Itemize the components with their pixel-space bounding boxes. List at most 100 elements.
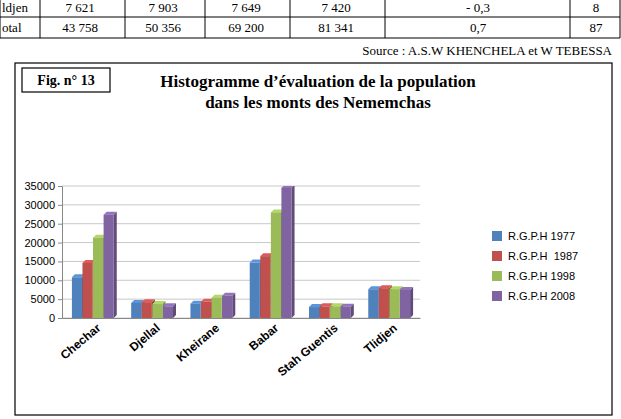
bar-group — [163, 303, 176, 318]
table-cell: otal — [2, 20, 22, 35]
y-tick-label: 15000 — [24, 255, 55, 267]
table-cell: 81 341 — [318, 20, 354, 35]
bar-top — [152, 301, 165, 304]
x-tick: Kheirane — [174, 318, 223, 365]
grid — [62, 186, 420, 318]
bar — [250, 263, 260, 318]
table-cell: 7 621 — [65, 0, 94, 15]
x-tick: Djellal — [127, 318, 163, 354]
table-cell: 69 200 — [228, 20, 264, 35]
bar — [131, 303, 141, 318]
figure-label: Fig. n° 13 — [37, 73, 94, 88]
source: Source : A.S.W KHENCHELA et W TEBESSA — [362, 43, 612, 58]
x-tick: Babar — [246, 318, 281, 353]
bar — [260, 256, 270, 318]
bar — [309, 307, 319, 318]
y-tick-mark — [58, 280, 62, 281]
table-cell: 87 — [590, 20, 604, 35]
x-tick: Stah Guentis — [275, 318, 341, 379]
bar-top — [163, 303, 176, 306]
legend-swatch — [492, 271, 502, 281]
y-tick-label: 35000 — [24, 180, 55, 192]
bar — [379, 288, 389, 318]
bar-group — [400, 287, 413, 318]
bar-side — [114, 212, 117, 318]
table-border — [385, 0, 386, 38]
x-tick: Chechar — [58, 318, 104, 362]
table-border — [620, 0, 621, 38]
x-tick-label: Djellal — [127, 321, 163, 354]
bar — [400, 290, 410, 318]
y-tick-mark — [58, 261, 62, 262]
bar-group — [341, 304, 354, 318]
x-axis-line — [63, 318, 421, 319]
bar-side — [232, 293, 235, 318]
legend: R.G.P.H 1977R.G.P.H 1987R.G.P.H 1998R.G.… — [492, 230, 578, 302]
table-cell: 0,7 — [470, 20, 487, 35]
table-border — [0, 17, 620, 18]
x-tick-label: Stah Guentis — [275, 321, 341, 380]
bar-side — [292, 186, 295, 318]
y-tick: 30000 — [24, 199, 62, 211]
y-tick-label: 5000 — [31, 293, 55, 305]
bar — [341, 307, 351, 318]
table-cell: - 0,3 — [466, 0, 490, 15]
table-border — [205, 0, 206, 38]
table-cell: 8 — [593, 0, 600, 15]
y-tick: 35000 — [24, 180, 62, 192]
table-border — [290, 0, 291, 38]
bar-top — [222, 293, 235, 296]
x-axis: ChecharDjellalKheiraneBabarStah GuentisT… — [58, 318, 421, 379]
bar-side — [410, 287, 413, 318]
bar — [271, 212, 281, 318]
grid-line — [62, 204, 420, 205]
bar — [222, 296, 232, 318]
bar — [190, 304, 200, 318]
bar — [330, 306, 340, 318]
bar — [201, 302, 211, 318]
x-tick-label: Chechar — [58, 321, 104, 363]
x-tick-label: Babar — [246, 321, 281, 354]
bars — [72, 186, 413, 318]
y-tick-label: 10000 — [24, 274, 55, 286]
y-tick-mark — [58, 318, 62, 319]
y-tick-mark — [58, 186, 62, 187]
table-cell: ldjen — [2, 0, 28, 15]
legend-swatch — [492, 291, 502, 301]
bar — [142, 302, 152, 318]
legend-label: R.G.P.H 1977 — [508, 230, 575, 242]
table-cell: 7 649 — [231, 0, 260, 15]
bar-top — [389, 286, 402, 289]
y-tick-mark — [58, 205, 62, 206]
bar-top — [281, 186, 294, 188]
bar — [320, 306, 330, 318]
legend-label: R.G.P.H 2008 — [508, 290, 575, 302]
page: ldjen7 6217 9037 6497 420- 0,38otal43 75… — [0, 0, 621, 419]
y-tick: 5000 — [31, 293, 62, 305]
table-cell: 43 758 — [62, 20, 98, 35]
table-cell: 7 420 — [321, 0, 350, 15]
y-tick-mark — [58, 243, 62, 244]
legend-swatch — [492, 251, 502, 261]
table-border — [570, 0, 571, 38]
y-tick-mark — [58, 299, 62, 300]
table-fragment: ldjen7 6217 9037 6497 420- 0,38otal43 75… — [0, 0, 620, 38]
legend-label: R.G.P.H 1998 — [508, 270, 575, 282]
y-tick-label: 20000 — [24, 237, 55, 249]
x-tick-label: Kheirane — [174, 321, 223, 365]
bar-group — [222, 293, 235, 318]
y-tick: 0 — [49, 312, 62, 324]
bar-top — [142, 299, 155, 302]
bar — [389, 289, 399, 318]
bar — [212, 298, 222, 318]
y-tick-label: 0 — [49, 312, 55, 324]
y-axis-line — [58, 187, 63, 319]
bar-top — [330, 303, 343, 306]
chart-title-line: Histogramme d’évaluation de la populatio… — [160, 72, 476, 91]
y-tick: 25000 — [24, 218, 62, 230]
bar — [368, 289, 378, 318]
bar — [104, 215, 114, 318]
y-tick-label: 25000 — [24, 218, 55, 230]
grid-line — [62, 186, 420, 187]
chart-title: Histogramme d’évaluation de la populatio… — [160, 72, 476, 112]
